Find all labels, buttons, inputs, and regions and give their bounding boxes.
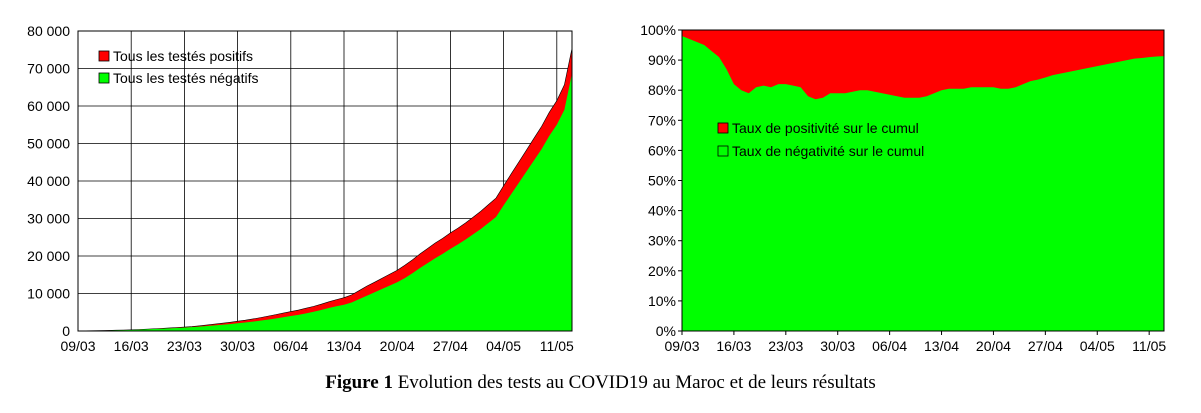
- y-tick-label: 90%: [648, 52, 676, 68]
- y-tick-label: 40%: [648, 203, 676, 219]
- x-tick-label: 06/04: [273, 338, 308, 354]
- x-tick-label: 09/03: [60, 338, 95, 354]
- y-tick-label: 60%: [648, 142, 676, 158]
- area-negative: [78, 73, 572, 331]
- caption-text: Evolution des tests au COVID19 au Maroc …: [392, 372, 876, 393]
- y-tick-label: 30%: [648, 233, 676, 249]
- x-tick-label: 23/03: [768, 338, 803, 354]
- y-tick-label: 20 000: [27, 248, 70, 264]
- x-tick-label: 30/03: [820, 338, 855, 354]
- legend: Tous les testés positifs Tous les testés…: [98, 48, 259, 86]
- y-tick-label: 40 000: [27, 173, 70, 189]
- x-axis-ticks: 09/03 16/03 23/03 30/03 06/04 13/04 20/04 27/04…: [664, 331, 1166, 354]
- x-tick-label: 06/04: [872, 338, 907, 354]
- legend-label-positive: Tous les testés positifs: [113, 48, 253, 64]
- x-tick-label: 20/04: [380, 338, 415, 354]
- legend-label-negative: Tous les testés négatifs: [113, 70, 259, 86]
- plot-frame: [77, 30, 573, 332]
- legend-swatch-positivity: [717, 122, 729, 134]
- x-tick-label: 13/04: [924, 338, 959, 354]
- caption-label: Figure 1: [325, 372, 393, 393]
- x-tick-label: 30/03: [220, 338, 255, 354]
- y-axis-ticks: 0 10 000 20 000 30 000 40 000 50 000 60 000 70 …: [27, 23, 70, 339]
- legend-label-negativity: Taux de négativité sur le cumul: [732, 143, 924, 159]
- area-negative: [682, 36, 1164, 332]
- legend-swatch-positive: [98, 50, 110, 62]
- y-tick-label: 30 000: [27, 211, 70, 227]
- legend-label-positivity: Taux de positivité sur le cumul: [732, 120, 919, 136]
- y-tick-label: 20%: [648, 263, 676, 279]
- chart-positivity-rate: 0% 10% 20% 30% 40% 50% 60% 70% 80% 90% 100% 09/03 1…: [640, 22, 1166, 354]
- y-tick-label: 50%: [648, 173, 676, 189]
- y-tick-label: 10 000: [27, 286, 70, 302]
- x-tick-label: 27/04: [1028, 338, 1063, 354]
- legend-swatch-negative: [98, 72, 110, 84]
- area-series: [77, 30, 573, 332]
- y-tick-label: 0: [62, 323, 70, 339]
- x-tick-label: 11/05: [1132, 338, 1166, 354]
- x-tick-label: 04/05: [1080, 338, 1115, 354]
- y-tick-label: 70 000: [27, 61, 70, 77]
- x-tick-label: 11/05: [540, 338, 574, 354]
- x-tick-label: 20/04: [976, 338, 1011, 354]
- y-tick-label: 60 000: [27, 98, 70, 114]
- y-tick-label: 70%: [648, 112, 676, 128]
- x-tick-label: 16/03: [114, 338, 149, 354]
- y-axis-ticks: 0% 10% 20% 30% 40% 50% 60% 70% 80% 90% 100%: [640, 22, 682, 339]
- x-tick-label: 09/03: [664, 338, 699, 354]
- x-tick-label: 27/04: [433, 338, 468, 354]
- x-tick-label: 16/03: [716, 338, 751, 354]
- x-axis-ticks: 09/03 16/03 23/03 30/03 06/04 13/04 20/04 27/04…: [60, 338, 574, 354]
- x-tick-label: 04/05: [486, 338, 521, 354]
- y-tick-label: 50 000: [27, 136, 70, 152]
- y-tick-label: 100%: [640, 22, 676, 38]
- y-tick-label: 80 000: [27, 23, 70, 39]
- area-series: [681, 29, 1165, 332]
- y-tick-label: 10%: [648, 293, 676, 309]
- legend-swatch-negativity: [717, 145, 729, 157]
- figure-caption: Figure 1 Evolution des tests au COVID19 …: [0, 372, 1201, 394]
- chart-tests-count: 0 10 000 20 000 30 000 40 000 50 000 60 000 70 …: [27, 23, 574, 354]
- legend: Taux de positivité sur le cumul Taux de …: [717, 120, 924, 159]
- x-tick-label: 13/04: [326, 338, 361, 354]
- y-tick-label: 80%: [648, 82, 676, 98]
- x-tick-label: 23/03: [167, 338, 202, 354]
- y-tick-label: 0%: [656, 323, 676, 339]
